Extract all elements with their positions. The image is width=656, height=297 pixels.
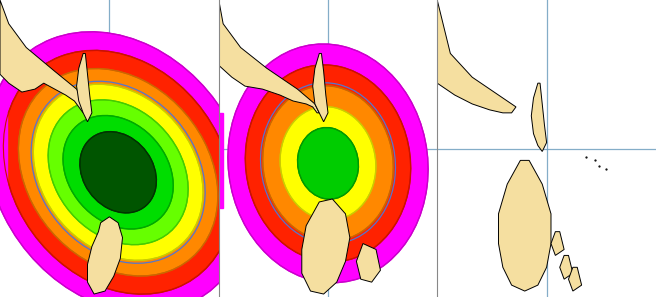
Polygon shape (499, 160, 551, 291)
Ellipse shape (262, 86, 394, 241)
Ellipse shape (80, 132, 156, 213)
Polygon shape (531, 83, 546, 151)
Ellipse shape (298, 127, 358, 199)
Polygon shape (302, 199, 350, 294)
Polygon shape (77, 53, 92, 122)
Ellipse shape (280, 107, 376, 220)
Polygon shape (0, 0, 85, 113)
Ellipse shape (63, 116, 173, 229)
Ellipse shape (3, 50, 233, 294)
Ellipse shape (228, 44, 428, 283)
Ellipse shape (33, 84, 203, 260)
Polygon shape (551, 232, 564, 255)
Polygon shape (560, 255, 573, 279)
Ellipse shape (18, 69, 218, 276)
Ellipse shape (0, 32, 250, 297)
Bar (219, 113, 223, 208)
Polygon shape (313, 53, 328, 122)
Ellipse shape (48, 100, 188, 245)
Polygon shape (87, 217, 123, 294)
Polygon shape (219, 0, 319, 113)
Bar (0, 113, 7, 193)
Ellipse shape (245, 65, 411, 262)
Polygon shape (437, 0, 516, 113)
Polygon shape (569, 267, 582, 291)
Polygon shape (356, 244, 380, 282)
